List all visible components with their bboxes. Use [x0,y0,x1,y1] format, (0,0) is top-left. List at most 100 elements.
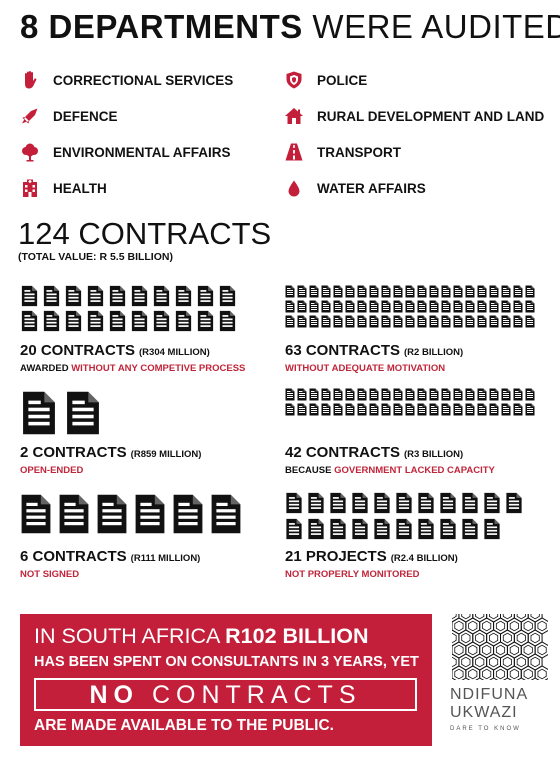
banner-line-4: ARE MADE AVAILABLE TO THE PUBLIC. [34,717,334,734]
document-icon [501,300,511,313]
dept-label: HEALTH [53,180,107,196]
document-icon [109,285,126,307]
document-icon [484,492,500,514]
document-icon [333,315,343,328]
dept-label: DEFENCE [53,108,118,124]
document-icon [345,315,355,328]
contract-icons-grid [20,390,102,436]
document-icon [197,310,214,332]
stat-desc-highlight: GOVERNMENT LACKED CAPACITY [334,465,495,476]
document-icon [43,310,60,332]
document-icon [309,315,319,328]
document-icon [440,492,456,514]
document-icon [506,492,522,514]
document-icon [393,315,403,328]
document-icon [453,403,463,416]
document-icon [441,403,451,416]
document-icon [405,285,415,298]
document-icon [345,388,355,401]
stat-desc-highlight: WITHOUT ADEQUATE MOTIVATION [285,363,446,374]
document-icon [441,300,451,313]
document-icon [441,285,451,298]
document-icon [297,388,307,401]
stat-desc-highlight: NOT SIGNED [20,569,80,580]
document-icon [429,388,439,401]
document-icon [21,494,51,534]
stat-block: 2 CONTRACTS (R859 MILLION) OPEN-ENDED [20,444,201,476]
document-icon [381,285,391,298]
stat-count: 63 CONTRACTS [285,342,401,359]
dept-label: POLICE [317,72,368,88]
document-icon [440,518,456,540]
dept-label: WATER AFFAIRS [317,180,426,196]
document-icon [297,300,307,313]
document-icon [396,492,412,514]
document-icon [345,285,355,298]
document-icon [429,403,439,416]
document-icon [211,494,241,534]
stat-block: 21 PROJECTS (R2.4 BILLION) NOT PROPERLY M… [285,548,458,580]
document-icon [396,518,412,540]
document-icon [309,285,319,298]
document-icon [417,285,427,298]
document-icon [135,494,165,534]
banner-line-1-plain: IN SOUTH AFRICA [34,624,226,648]
document-icon [393,285,403,298]
hospital-icon [20,178,40,198]
dept-defence: DEFENCE [20,106,118,126]
road-icon [284,142,304,162]
stat-value: (R304 MILLION) [139,347,210,358]
stat-block: 20 CONTRACTS (R304 MILLION) AWARDED WITHO… [20,342,245,374]
document-icon [513,388,523,401]
document-icon [418,492,434,514]
document-icon [369,285,379,298]
document-icon [285,315,295,328]
document-icon [489,285,499,298]
banner-contracts: CONTRACTS [139,681,362,709]
document-icon [417,315,427,328]
document-icon [513,300,523,313]
document-icon [393,300,403,313]
document-icon [525,300,535,313]
document-icon [489,315,499,328]
hexagon-pattern-logo-icon [452,614,548,680]
stat-count: 2 CONTRACTS [20,444,127,461]
stat-count: 20 CONTRACTS [20,342,136,359]
document-icon [393,388,403,401]
banner-no: NO [89,681,139,709]
stat-desc: BECAUSE [285,465,335,476]
dept-police: POLICE [284,70,367,90]
stat-value: (R3 BILLION) [404,449,464,460]
stat-value: (R2 BILLION) [404,347,464,358]
document-icon [333,388,343,401]
stat-count: 6 CONTRACTS [20,548,127,565]
document-icon [465,300,475,313]
dept-label: ENVIRONMENTAL AFFAIRS [53,144,231,160]
dept-label: RURAL DEVELOPMENT AND LAND [317,108,545,124]
document-icon [97,494,127,534]
organisation-logo: NDIFUNA UKWAZI DARE TO KNOW [450,686,550,732]
document-icon [297,403,307,416]
document-icon [501,388,511,401]
document-icon [65,285,82,307]
document-icon [477,403,487,416]
document-icon [321,300,331,313]
document-icon [153,285,170,307]
document-icon [131,310,148,332]
dept-label: TRANSPORT [317,144,401,160]
document-icon [441,388,451,401]
document-icon [175,285,192,307]
house-icon [284,106,304,126]
document-icon [352,518,368,540]
tree-icon [20,142,40,162]
logo-tagline: DARE TO KNOW [450,726,521,732]
document-icon [477,285,487,298]
document-icon [429,300,439,313]
document-icon [297,315,307,328]
stat-desc-highlight: NOT PROPERLY MONITORED [285,569,420,580]
document-icon [501,315,511,328]
stat-value: (R2.4 BILLION) [390,553,458,564]
stat-block: 63 CONTRACTS (R2 BILLION) WITHOUT ADEQUAT… [285,342,463,374]
document-icon [477,315,487,328]
page-title: 8 DEPARTMENTS WERE AUDITED [20,8,560,46]
